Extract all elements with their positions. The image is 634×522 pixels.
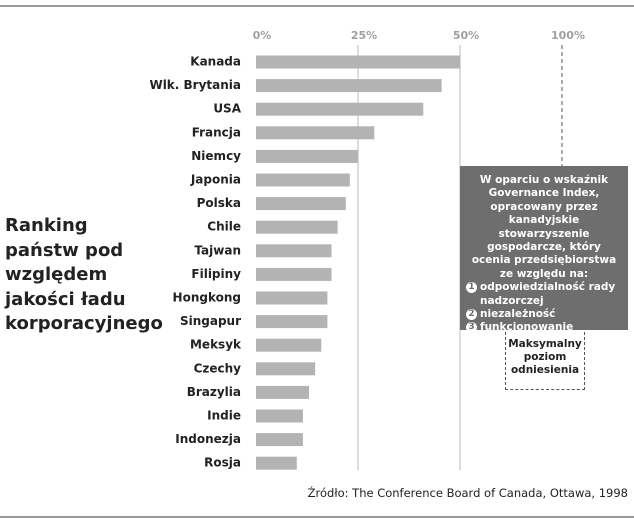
item-number: 2 [466,309,477,321]
bar [256,338,322,352]
bar [256,79,442,93]
bar [256,126,375,140]
bar [256,197,346,211]
y-tick-label: Chile [207,220,241,234]
item-number: 1 [466,282,477,294]
annotation-item: 2 niezależność [466,308,622,321]
bar [256,267,332,281]
item-number: 3 [466,322,477,334]
bar [256,244,332,258]
bar [256,362,316,376]
chart-title: Ranking państw pod względem jakości ładu… [5,215,163,334]
bar [256,220,338,234]
y-tick-label: Rosja [204,456,241,470]
y-tick-label: Filipiny [191,267,241,281]
bar [256,102,424,116]
bar [256,409,303,423]
bar [256,385,310,399]
bar [256,291,328,305]
bar [256,433,303,447]
reference-label: Maksymalny poziom odniesienia [505,332,585,390]
y-tick-label: Indonezja [175,432,241,446]
y-tick-label: Polska [197,196,241,210]
item-text: odpowiedzialność rady nadzorczej [480,281,616,307]
bar [256,173,350,187]
source: Źródło: The Conference Board of Canada, … [307,486,628,500]
y-tick-label: Francja [192,125,241,139]
y-tick-label: Kanada [190,55,241,69]
y-tick-label: Brazylia [187,385,241,399]
y-tick-label: Meksyk [190,338,242,352]
annotation-list: 1 odpowiedzialność rady nadzorczej 2 niezal… [466,281,622,335]
annotation-box: W oparciu o wskaźnik Governance Index, o… [460,166,628,334]
bar [256,456,297,470]
y-tick-label: Indie [207,409,241,423]
y-tick-label: USA [213,102,241,116]
item-text: funkcjonowanie [480,321,574,334]
item-text: niezależność [480,308,556,321]
bar [256,55,460,69]
y-tick-label: Japonia [190,173,241,187]
annotation-item: 3 funkcjonowanie [466,321,622,334]
y-tick-label: Hongkong [173,291,241,305]
x-tick-label: 50% [453,29,479,42]
y-tick-label: Tajwan [194,243,241,257]
bar [256,315,328,329]
x-tick-label: 100% [551,29,585,42]
y-tick-label: Singapur [180,314,241,328]
annotation-item: 1 odpowiedzialność rady nadzorczej [466,281,622,308]
x-tick-label: 25% [351,29,377,42]
x-tick-label: 0% [253,29,272,42]
y-tick-label: Niemcy [191,149,241,163]
y-tick-label: Czechy [194,361,242,375]
bar [256,149,358,163]
annotation-text: W oparciu o wskaźnik Governance Index, o… [471,174,617,280]
y-tick-label: Wlk. Brytania [149,78,241,92]
